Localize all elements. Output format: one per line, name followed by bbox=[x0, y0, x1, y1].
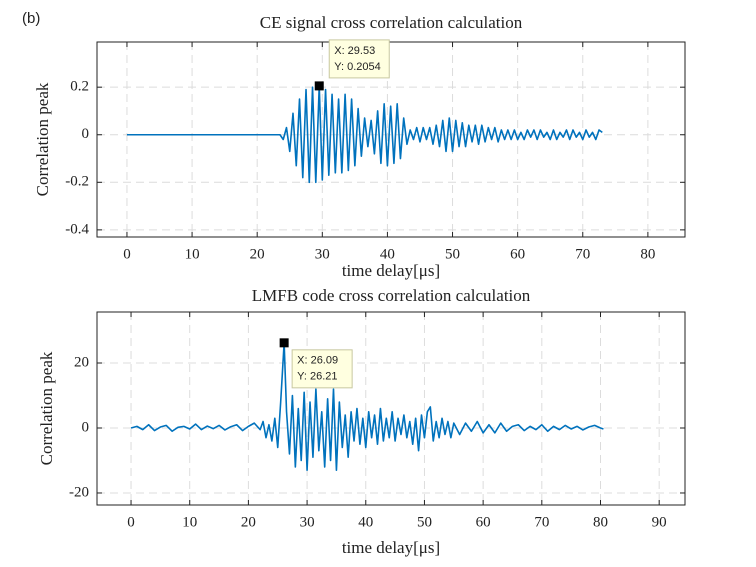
axes-box bbox=[96, 311, 686, 506]
x-tick-label: 50 bbox=[445, 246, 460, 262]
datatip-text: Y: 26.21 bbox=[297, 371, 337, 383]
x-tick-label: 0 bbox=[123, 246, 131, 262]
x-tick-label: 20 bbox=[241, 514, 256, 530]
x-tick-label: 20 bbox=[250, 246, 265, 262]
datatip-text: X: 26.09 bbox=[297, 355, 338, 367]
y-tick-label: -0.4 bbox=[65, 221, 89, 237]
x-tick-label: 30 bbox=[300, 514, 315, 530]
x-tick-label: 10 bbox=[185, 246, 200, 262]
x-tick-label: 80 bbox=[593, 514, 608, 530]
datatip-box bbox=[291, 349, 353, 389]
x-tick-label: 40 bbox=[380, 246, 395, 262]
data-line bbox=[130, 342, 604, 472]
axes: 0 10 20 30 40 50 60 70 80 -0.4 -0.2 0 0.2 CE signal c… bbox=[33, 13, 686, 280]
y-tick-label: 20 bbox=[74, 354, 89, 370]
chart-title: LMFB code cross correlation calculation bbox=[252, 286, 531, 305]
x-tick-label: 70 bbox=[575, 246, 590, 262]
axes: 0 10 20 30 40 50 60 70 80 90 -20 0 20 LMFB code cross… bbox=[37, 286, 686, 557]
x-tick-label: 80 bbox=[640, 246, 655, 262]
x-axis-label: time delay[μs] bbox=[342, 538, 440, 557]
x-tick-label: 10 bbox=[182, 514, 197, 530]
x-tick-label: 60 bbox=[510, 246, 525, 262]
x-tick-label: 40 bbox=[358, 514, 373, 530]
y-axis-label: Correlation peak bbox=[37, 351, 56, 465]
x-tick-label: 70 bbox=[534, 514, 549, 530]
x-axis-label: time delay[μs] bbox=[342, 261, 440, 280]
y-tick-label: -20 bbox=[69, 484, 89, 500]
x-tick-label: 60 bbox=[476, 514, 491, 530]
x-tick-label: 50 bbox=[417, 514, 432, 530]
axes-box bbox=[96, 41, 686, 238]
datatip-marker bbox=[279, 338, 289, 348]
y-axis-label: Correlation peak bbox=[33, 82, 52, 196]
datatip-box bbox=[328, 39, 390, 79]
datatip-marker bbox=[314, 81, 324, 91]
y-tick-label: 0.2 bbox=[70, 79, 89, 95]
x-tick-label: 90 bbox=[652, 514, 667, 530]
datatip-text: X: 29.53 bbox=[334, 45, 375, 57]
data-line bbox=[126, 85, 603, 184]
x-tick-label: 0 bbox=[127, 514, 135, 530]
chart-title: CE signal cross correlation calculation bbox=[260, 13, 523, 32]
y-tick-label: 0 bbox=[82, 419, 90, 435]
y-tick-label: -0.2 bbox=[65, 174, 89, 190]
panel-label: (b) bbox=[22, 10, 40, 27]
y-tick-label: 0 bbox=[82, 126, 90, 142]
x-tick-label: 30 bbox=[315, 246, 330, 262]
datatip-text: Y: 0.2054 bbox=[334, 61, 381, 73]
